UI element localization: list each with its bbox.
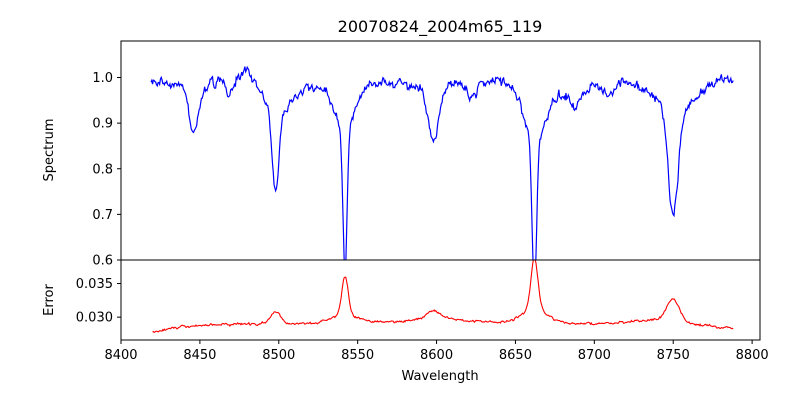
spectrum-y-axis-label: Spectrum bbox=[42, 119, 57, 182]
x-tick-label: 8450 bbox=[183, 348, 216, 363]
x-tick-label: 8650 bbox=[499, 348, 532, 363]
spectrum-y-tick-label: 0.9 bbox=[92, 117, 113, 132]
x-tick-label: 8500 bbox=[262, 348, 295, 363]
x-axis-ticks: 8400 8450 8500 8550 8600 8650 8700 8750 8800 bbox=[104, 340, 769, 363]
x-tick-label: 8700 bbox=[578, 348, 611, 363]
error-axes-frame bbox=[120, 259, 761, 341]
x-tick-label: 8750 bbox=[657, 348, 690, 363]
spectrum-y-tick-label: 0.8 bbox=[92, 162, 113, 177]
spectrum-y-tick-label: 0.7 bbox=[92, 208, 113, 223]
x-tick-label: 8800 bbox=[736, 348, 769, 363]
spectrum-axes-frame bbox=[120, 40, 761, 261]
error-y-tick-label: 0.030 bbox=[76, 311, 113, 326]
x-axis-label: Wavelength bbox=[401, 369, 478, 384]
error-y-tick-label: 0.035 bbox=[76, 277, 113, 292]
spectrum-y-tick-label: 1.0 bbox=[92, 71, 113, 86]
error-y-axis-label: Error bbox=[42, 284, 57, 316]
x-tick-label: 8550 bbox=[341, 348, 374, 363]
spectrum-y-ticks: 0.6 0.7 0.8 0.9 1.0 bbox=[92, 71, 121, 269]
x-tick-label: 8600 bbox=[420, 348, 453, 363]
error-y-ticks: 0.030 0.035 bbox=[76, 277, 121, 326]
spectrum-y-tick-label: 0.6 bbox=[92, 254, 113, 269]
spectrum-line bbox=[150, 65, 734, 260]
error-panel: 0.030 0.035 Error bbox=[42, 259, 761, 341]
error-line bbox=[152, 260, 734, 334]
x-tick-label: 8400 bbox=[104, 348, 137, 363]
chart-title: 20070824_2004m65_119 bbox=[338, 17, 543, 37]
spectrum-panel: 0.6 0.7 0.8 0.9 1.0 Spectrum bbox=[42, 40, 761, 269]
